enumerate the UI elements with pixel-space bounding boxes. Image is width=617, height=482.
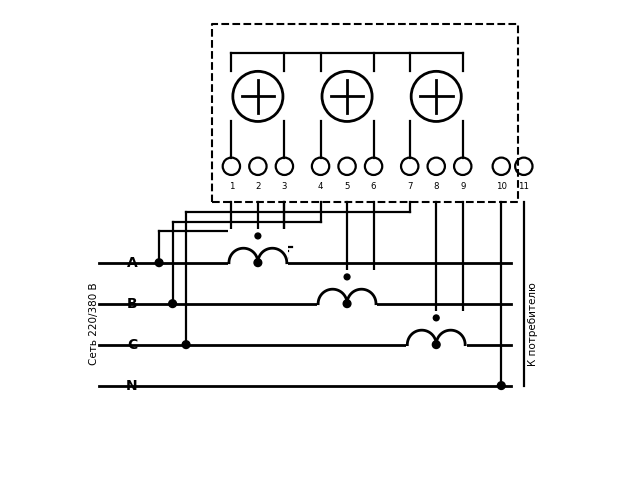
Text: C: C: [127, 337, 138, 352]
Text: 9: 9: [460, 182, 465, 191]
Text: 11: 11: [518, 182, 529, 191]
Text: 4: 4: [318, 182, 323, 191]
Bar: [406, 311, 466, 348]
Text: B: B: [126, 296, 138, 311]
Text: 6: 6: [371, 182, 376, 191]
Circle shape: [182, 341, 190, 348]
Circle shape: [343, 300, 351, 308]
Text: N: N: [126, 378, 138, 393]
Bar: [317, 270, 378, 307]
Text: A: A: [126, 255, 138, 270]
Text: 3: 3: [281, 182, 287, 191]
Bar: [228, 229, 288, 266]
Circle shape: [433, 315, 439, 321]
Text: 1: 1: [229, 182, 234, 191]
Text: 7: 7: [407, 182, 413, 191]
Circle shape: [433, 341, 440, 348]
Circle shape: [344, 274, 350, 280]
Circle shape: [168, 300, 176, 308]
Circle shape: [254, 259, 262, 267]
Text: 10: 10: [496, 182, 507, 191]
Text: Сеть 220/380 В: Сеть 220/380 В: [89, 283, 99, 365]
Text: К потребителю: К потребителю: [528, 282, 537, 366]
Text: 8: 8: [434, 182, 439, 191]
Circle shape: [155, 259, 163, 267]
Circle shape: [255, 233, 261, 239]
Text: 5: 5: [344, 182, 350, 191]
Circle shape: [497, 382, 505, 389]
Text: 2: 2: [255, 182, 260, 191]
